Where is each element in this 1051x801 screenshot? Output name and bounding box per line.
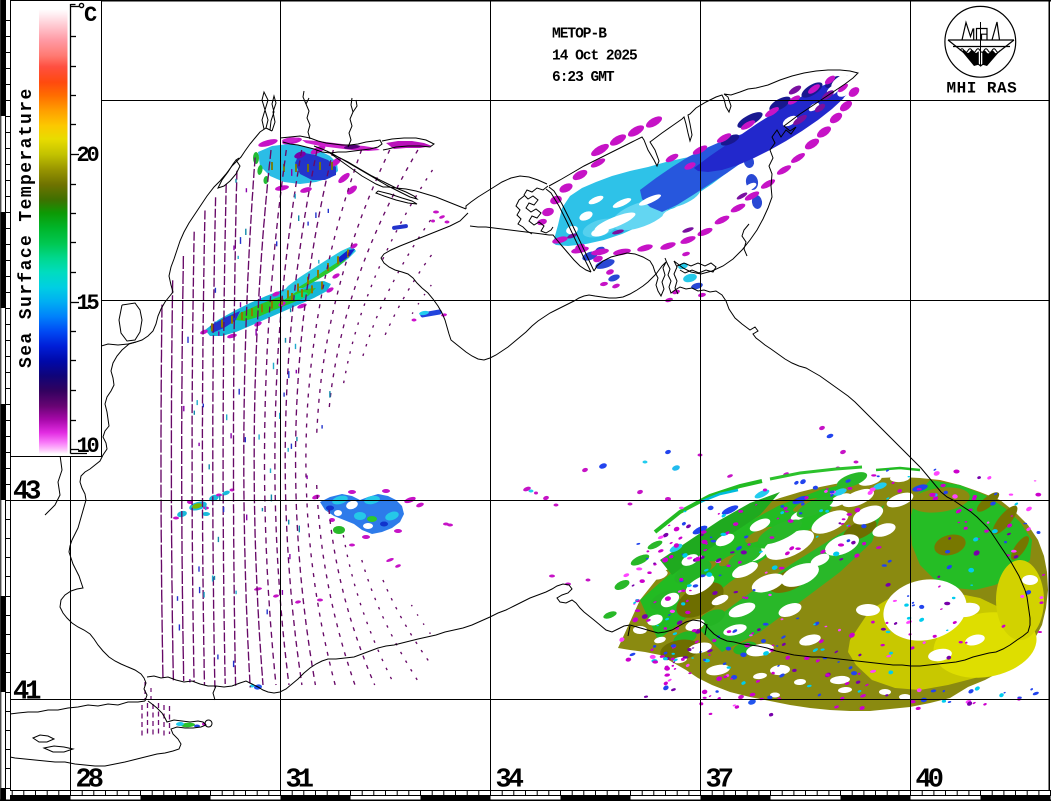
svg-text:15: 15 [77, 291, 100, 316]
svg-text:34: 34 [496, 766, 524, 796]
svg-text:METOP-B: METOP-B [552, 27, 607, 43]
svg-text:MHI RAS: MHI RAS [947, 80, 1018, 98]
svg-text:40: 40 [916, 766, 943, 796]
svg-text:28: 28 [76, 766, 103, 796]
svg-text:31: 31 [286, 766, 314, 796]
svg-text:10: 10 [77, 434, 99, 459]
svg-text:43: 43 [13, 478, 40, 508]
svg-text:37: 37 [706, 766, 733, 796]
svg-text:14 Oct 2025: 14 Oct 2025 [552, 49, 637, 65]
svg-text:Sea Surface Temperature: Sea Surface Temperature [17, 87, 37, 368]
svg-text:41: 41 [13, 678, 41, 708]
svg-text:6:23 GMT: 6:23 GMT [552, 70, 615, 86]
svg-text:20: 20 [77, 143, 99, 168]
